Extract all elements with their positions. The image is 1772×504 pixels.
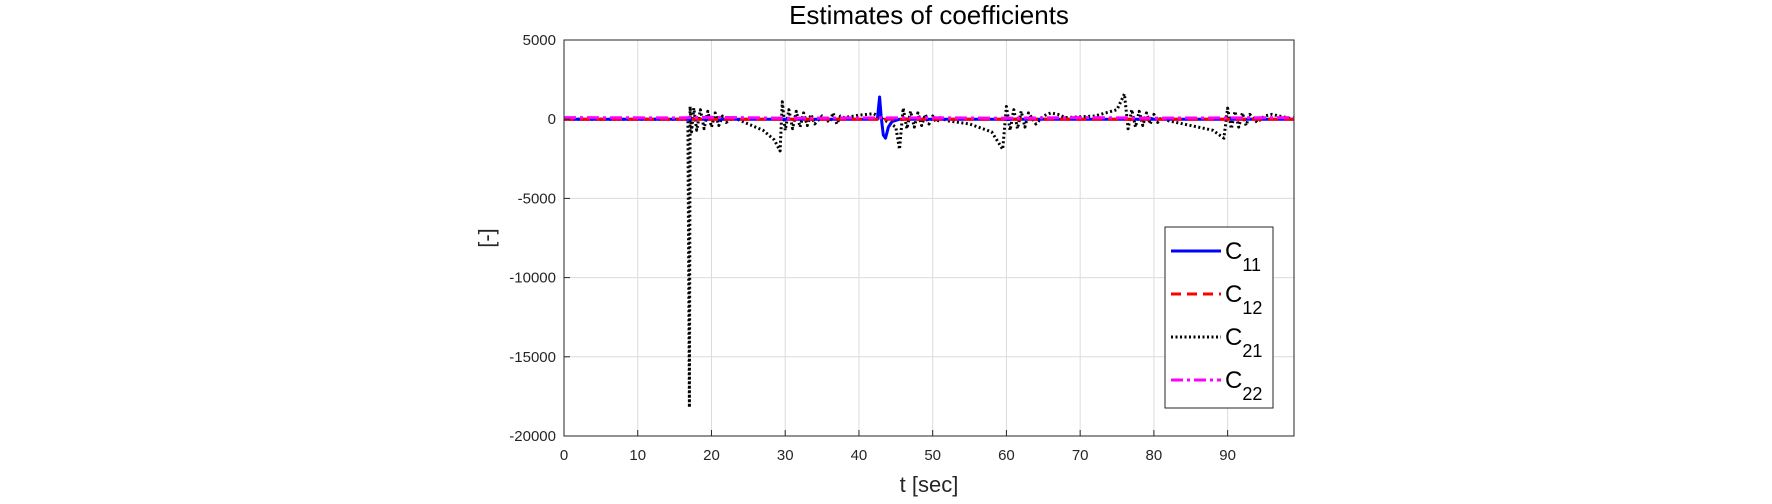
x-tick-label: 80 (1146, 447, 1163, 464)
y-tick-label: 0 (548, 111, 556, 128)
series-group (563, 92, 1295, 409)
legend-label-c11: C11 (1225, 238, 1261, 275)
chart-title: Estimates of coefficients (789, 0, 1069, 30)
x-tick-label: 20 (703, 447, 720, 464)
y-tick-label: 5000 (523, 32, 556, 49)
legend-label-main: C (1225, 238, 1242, 265)
x-tick-label: 40 (851, 447, 868, 464)
legend-label-c21: C21 (1225, 324, 1262, 361)
legend-label-c12: C12 (1225, 281, 1262, 318)
ticks: 0 10 20 30 40 50 60 70 80 90 5000 0 -5000 -10000 -1500… (509, 32, 1236, 464)
legend-label-sub: 12 (1242, 298, 1262, 318)
axes-frame (563, 39, 1295, 437)
legend-label-sub: 22 (1242, 384, 1262, 404)
x-tick-label: 10 (629, 447, 646, 464)
y-tick-label: -5000 (518, 190, 556, 207)
series-line-c22 (563, 115, 1295, 120)
legend-label-main: C (1225, 324, 1242, 351)
x-tick-label: 30 (777, 447, 794, 464)
x-tick-label: 90 (1219, 447, 1236, 464)
legend-label-main: C (1225, 367, 1242, 394)
legend-label-c22: C22 (1225, 367, 1262, 404)
legend-label-main: C (1225, 281, 1242, 308)
x-tick-label: 0 (560, 447, 568, 464)
legend-label-sub: 11 (1242, 255, 1261, 275)
legend-box (1164, 226, 1274, 409)
y-tick-label: -10000 (509, 270, 556, 287)
x-tick-label: 70 (1072, 447, 1089, 464)
y-axis-title: [-] (474, 228, 499, 248)
x-tick-label: 50 (924, 447, 941, 464)
legend-label-sub: 21 (1242, 341, 1262, 361)
y-tick-label: -20000 (509, 428, 556, 445)
x-tick-label: 60 (998, 447, 1015, 464)
series-line-c11 (564, 95, 1294, 140)
x-axis-title: t [sec] (900, 472, 959, 497)
y-tick-label: -15000 (509, 349, 556, 366)
